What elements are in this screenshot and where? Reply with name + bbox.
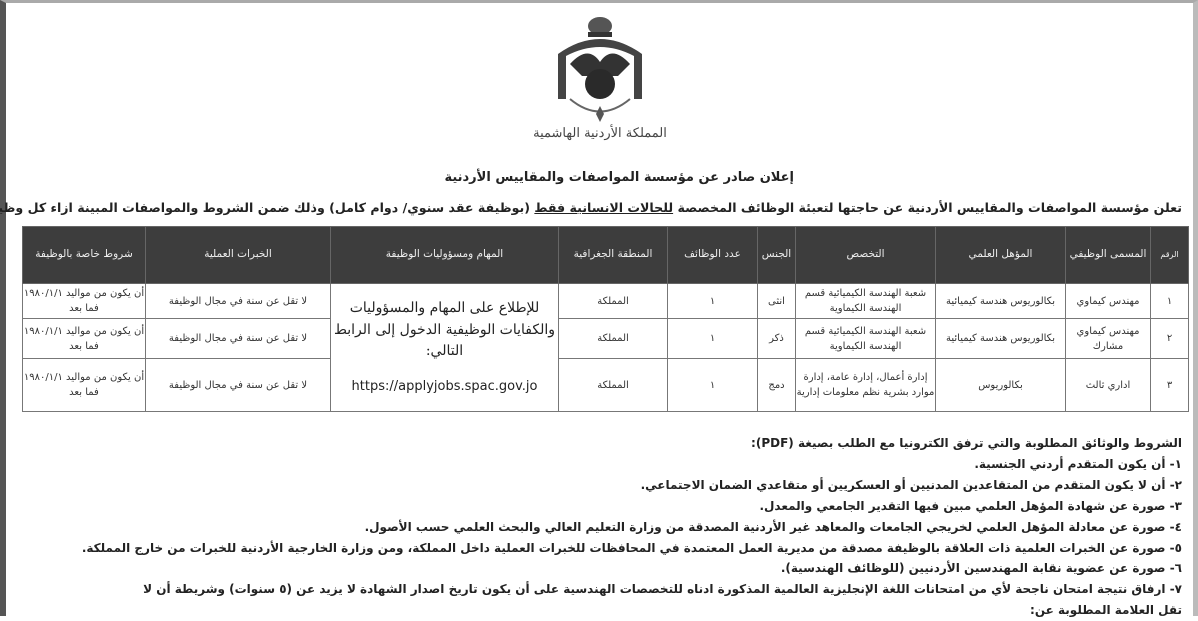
col-header: التخصص [795,226,936,284]
cell-num: ٢ [1150,318,1189,359]
cell-specialization: شعبة الهندسة الكيميائية قسم الهندسة الكي… [795,283,936,319]
emblem-caption: المملكة الأردنية الهاشمية [533,126,667,141]
table-row: ١ مهندس كيماوي بكالوريوس هندسة كيميائية … [22,283,1189,412]
cell-title: اداري ثالث [1065,358,1151,412]
cell-special-conditions: أن يكون من مواليد ١٩٨٠/١/١ فما بعد [22,283,146,319]
col-header: المهام ومسؤوليات الوظيفة [330,226,559,284]
table-header-row: الرقم المسمى الوظيفي المؤهل العلمي التخص… [22,226,1189,284]
cell-gender: انثى [757,283,796,319]
table-row: ٢ مهندس كيماوي مشارك بكالوريوس هندسة كيم… [22,318,1189,359]
cell-specialization: شعبة الهندسة الكيميائية قسم الهندسة الكي… [795,318,936,359]
cell-special-conditions: أن يكون من مواليد ١٩٨٠/١/١ فما بعد [22,358,146,412]
condition-item: ٥- صورة عن الخبرات العلمية ذات العلاقة ب… [81,540,1182,555]
cell-title: مهندس كيماوي [1065,283,1151,319]
table-row: ٣ اداري ثالث بكالوريوس إدارة أعمال، إدار… [22,358,1189,412]
cell-num: ٣ [1150,358,1189,412]
col-header: عدد الوظائف [667,226,758,284]
col-header: المؤهل العلمي [935,226,1066,284]
intro-text: تعلن مؤسسة المواصفات والمقاييس الأردنية … [673,200,1182,215]
cell-region: المملكة [558,283,668,319]
cell-qualification: بكالوريوس هندسة كيميائية [935,283,1066,319]
cell-experience: لا تقل عن سنة في مجال الوظيفة [145,283,331,319]
col-header: الخبرات العملية [145,226,331,284]
condition-item: ٦- صورة عن عضوية نقابة المهندسين الأردني… [780,561,1182,576]
announcement-intro: تعلن مؤسسة المواصفات والمقاييس الأردنية … [0,200,1182,215]
col-header: الرقم [1150,226,1189,284]
jordan-coat-of-arms-emblem [558,17,642,122]
cell-count: ١ [667,318,758,359]
apply-link[interactable]: https://applyjobs.spac.gov.jo [351,378,538,394]
condition-item: ٢- أن لا يكون المتقدم من المتقاعدين المد… [640,477,1182,492]
cell-tasks: للإطلاع على المهام والمسؤوليات والكفايات… [330,283,559,412]
conditions-heading: الشروط والوثائق المطلوبة والتي ترفق الكت… [751,436,1182,450]
cell-region: المملكة [558,358,668,412]
condition-item: ٤- صورة عن معادلة المؤهل العلمي لخريجي ا… [364,519,1182,534]
cell-num: ١ [1150,283,1189,319]
col-header: شروط خاصة بالوظيفة [22,226,146,284]
col-header: المنطقة الجغرافية [558,226,668,284]
condition-item: ١- أن يكون المتقدم أردني الجنسية. [974,456,1182,471]
cell-qualification: بكالوريوس هندسة كيميائية [935,318,1066,359]
announcement-title: إعلان صادر عن مؤسسة المواصفات والمقاييس … [444,170,794,185]
intro-underlined: للحالات الانسانية فقط [534,200,674,215]
cell-count: ١ [667,358,758,412]
cell-experience: لا تقل عن سنة في مجال الوظيفة [145,358,331,412]
conditions-list: الشروط والوثائق المطلوبة والتي ترفق الكت… [82,433,1182,621]
cell-qualification: بكالوريوس [935,358,1066,412]
condition-item: ٧- ارفاق نتيجة امتحان ناجحة لأي من امتحا… [143,582,1182,597]
jobs-table: الرقم المسمى الوظيفي المؤهل العلمي التخص… [22,226,1189,412]
cell-specialization: إدارة أعمال، إدارة عامة، إدارة موارد بشر… [795,358,936,412]
col-header: الجنس [757,226,796,284]
cell-gender: دمج [757,358,796,412]
cell-count: ١ [667,283,758,319]
condition-item: ٣- صورة عن شهادة المؤهل العلمي مبين فيها… [759,498,1182,513]
cell-region: المملكة [558,318,668,359]
cell-gender: ذكر [757,318,796,359]
cell-title: مهندس كيماوي مشارك [1065,318,1151,359]
tasks-text: للإطلاع على المهام والمسؤوليات والكفايات… [333,299,556,360]
condition-item: تقل العلامة المطلوبة عن: [1030,603,1182,618]
intro-text-end: (بوظيفة عقد سنوي/ دوام كامل) وذلك ضمن ال… [0,200,535,215]
col-header: المسمى الوظيفي [1065,226,1151,284]
cell-experience: لا تقل عن سنة في مجال الوظيفة [145,318,331,359]
cell-special-conditions: أن يكون من مواليد ١٩٨٠/١/١ فما بعد [22,318,146,359]
